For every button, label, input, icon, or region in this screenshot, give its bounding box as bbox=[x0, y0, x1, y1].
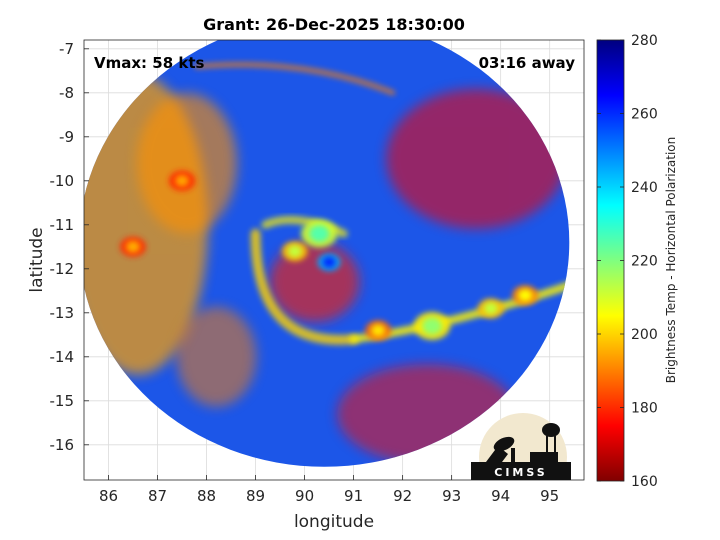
y-tick-label: -10 bbox=[50, 172, 75, 190]
x-tick-label: 90 bbox=[295, 487, 314, 505]
convection-core bbox=[175, 174, 190, 187]
y-tick-label: -11 bbox=[50, 216, 75, 234]
scan-texture bbox=[84, 62, 570, 464]
y-tick-label: -9 bbox=[59, 128, 74, 146]
y-tick-label: -13 bbox=[50, 304, 75, 322]
convection-core bbox=[371, 324, 386, 337]
y-tick-label: -15 bbox=[50, 392, 75, 410]
convection-core bbox=[483, 302, 498, 315]
colorbar-tick-label: 160 bbox=[631, 474, 658, 490]
x-tick-label: 87 bbox=[148, 487, 167, 505]
spiral-band bbox=[250, 228, 359, 345]
x-tick-label: 88 bbox=[197, 487, 216, 505]
y-axis-label: latitude bbox=[27, 227, 47, 292]
colorbar-tick-label: 260 bbox=[631, 107, 658, 123]
x-tick-label: 92 bbox=[393, 487, 412, 505]
x-tick-label: 89 bbox=[246, 487, 265, 505]
y-axis: -7 -8 -9 -10 -11 -12 -13 -14 -15 -16 bbox=[50, 40, 89, 454]
warm-west-region bbox=[176, 306, 257, 407]
axes-box bbox=[83, 39, 585, 481]
scan-image bbox=[84, 40, 570, 467]
x-tick-label: 95 bbox=[540, 487, 559, 505]
chart-title: Grant: 26-Dec-2025 18:30:00 bbox=[203, 15, 465, 34]
vmax-annotation: Vmax: 58 kts bbox=[94, 54, 204, 72]
colorbar-tick-label: 220 bbox=[631, 254, 658, 270]
colorbar-ticks: 160 180 200 220 240 260 280 bbox=[597, 33, 658, 490]
colorbar-tick-label: 240 bbox=[631, 180, 658, 196]
cold-east-region bbox=[386, 88, 567, 229]
x-axis: 86 87 88 89 90 91 92 93 94 95 bbox=[99, 475, 559, 505]
colorbar: 160 180 200 220 240 260 280 Brightness Temp - … bbox=[596, 33, 678, 490]
y-tick-label: -16 bbox=[50, 436, 75, 454]
outer-band bbox=[194, 62, 396, 96]
cimss-logo: CIMSS bbox=[471, 413, 571, 480]
x-tick-label: 91 bbox=[344, 487, 363, 505]
x-axis-label: longitude bbox=[294, 512, 374, 532]
x-tick-label: 86 bbox=[99, 487, 118, 505]
colorbar-label: Brightness Temp - Horizontal Polarizatio… bbox=[664, 137, 678, 384]
colorbar-gradient bbox=[596, 39, 625, 482]
time-away-annotation: 03:16 away bbox=[479, 54, 576, 72]
logo-text: CIMSS bbox=[494, 466, 547, 479]
convection-core bbox=[518, 289, 533, 302]
y-tick-label: -14 bbox=[50, 348, 75, 366]
y-tick-label: -7 bbox=[59, 40, 74, 58]
warm-west-region bbox=[136, 93, 237, 234]
convection-core bbox=[322, 256, 336, 268]
convection-core bbox=[422, 317, 442, 335]
y-tick-label: -8 bbox=[59, 84, 74, 102]
convection-core bbox=[126, 240, 141, 253]
colorbar-tick-label: 200 bbox=[631, 327, 658, 343]
convection-core bbox=[309, 225, 330, 243]
x-tick-label: 93 bbox=[442, 487, 461, 505]
x-tick-label: 94 bbox=[491, 487, 510, 505]
y-tick-label: -12 bbox=[50, 260, 75, 278]
colorbar-tick-label: 280 bbox=[631, 33, 658, 49]
convection-core bbox=[287, 245, 302, 258]
colorbar-tick-label: 180 bbox=[631, 401, 658, 417]
